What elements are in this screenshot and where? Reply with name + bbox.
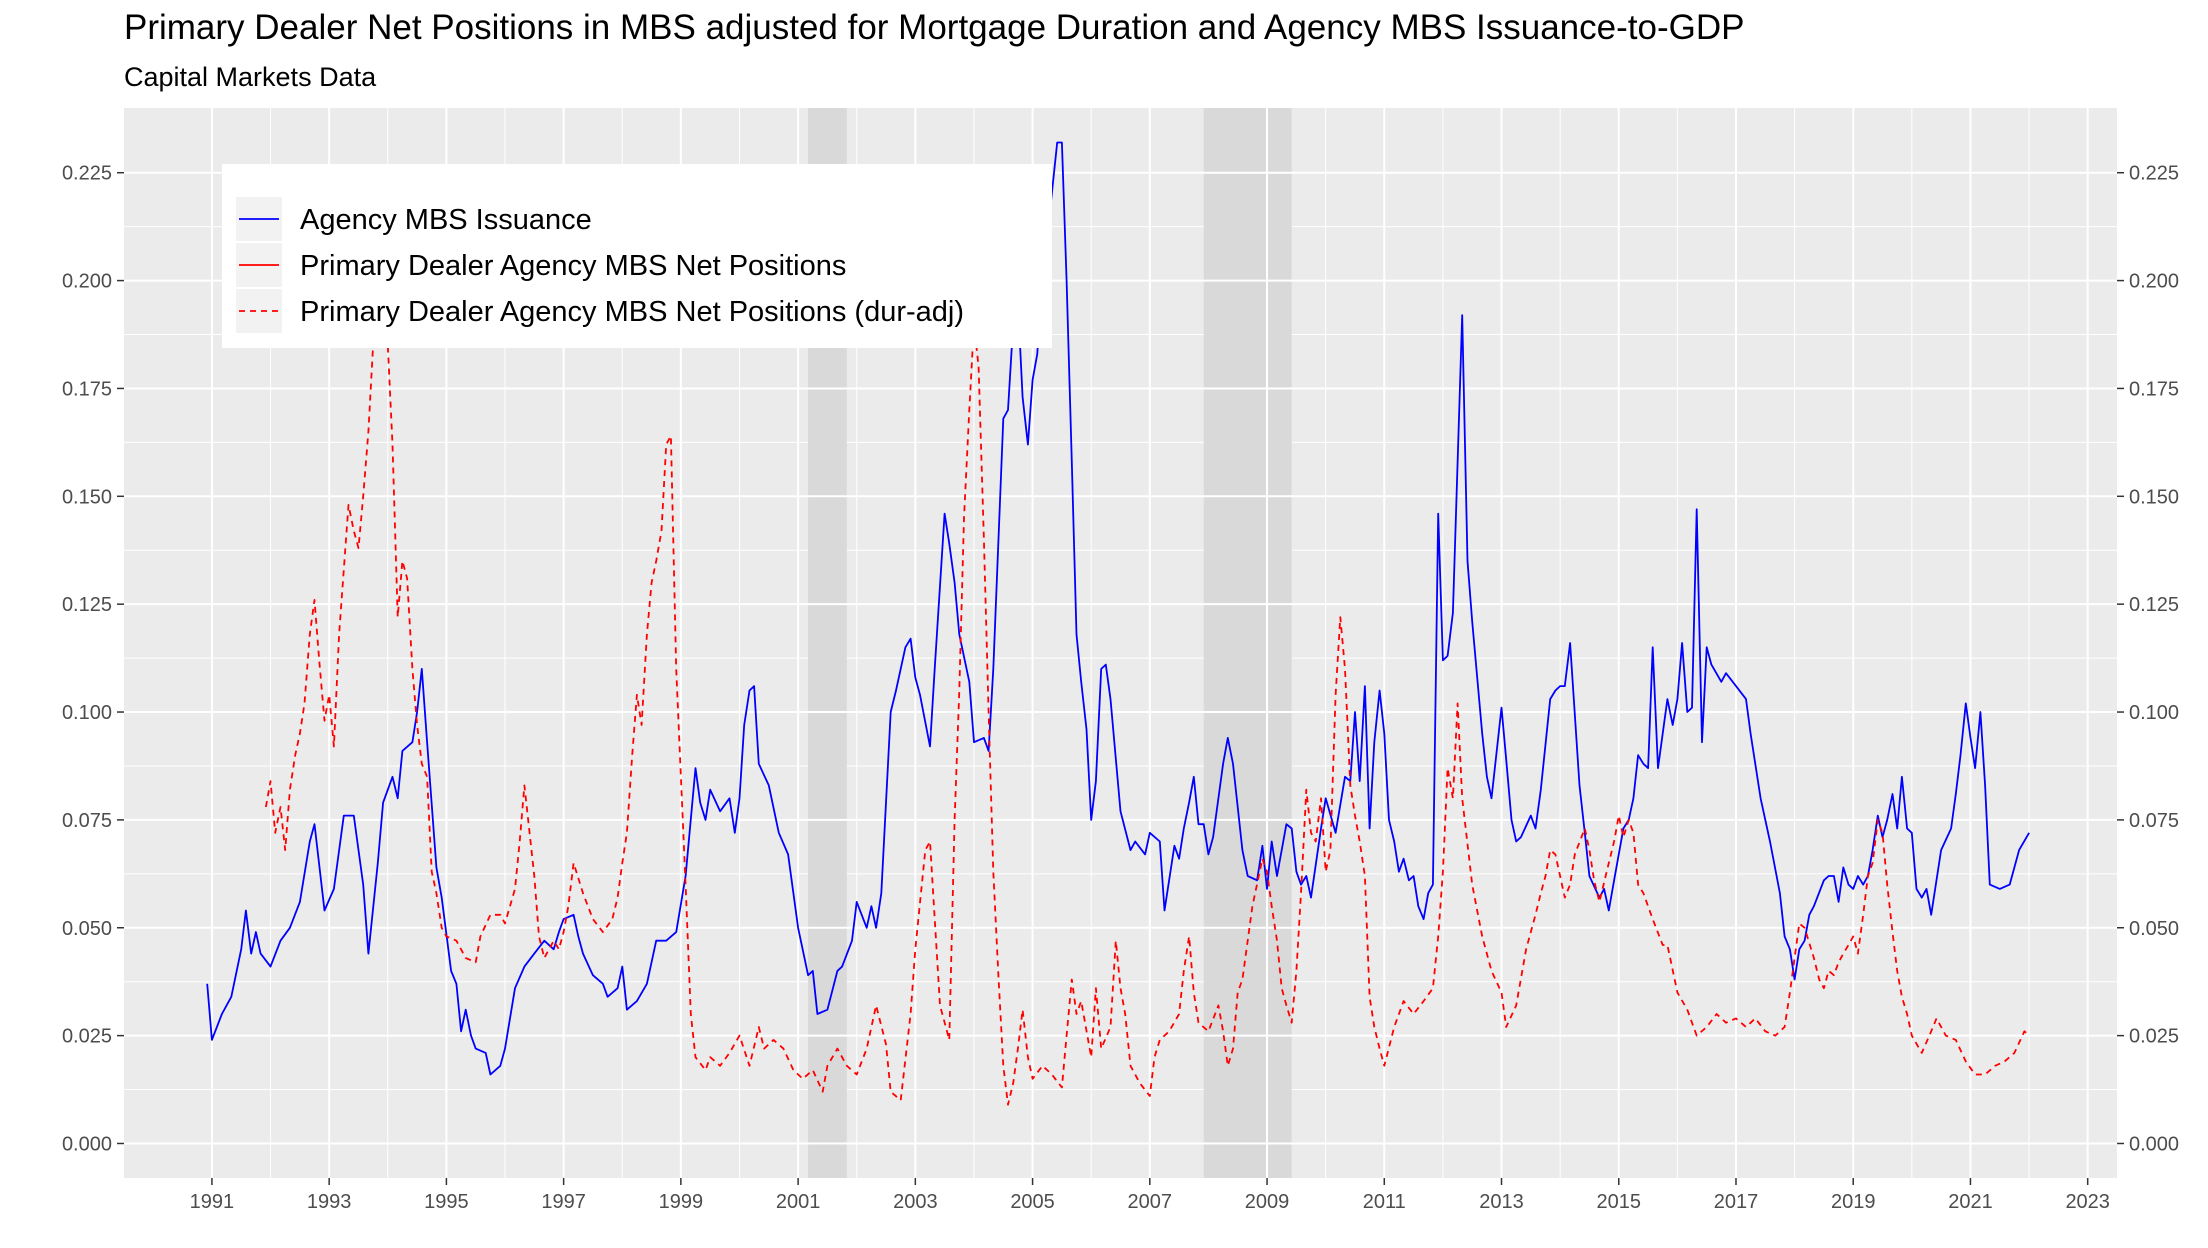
y-tick-label-right: 0.200 — [2129, 271, 2179, 293]
x-tick-label: 2001 — [776, 1191, 821, 1213]
x-tick-label: 1993 — [307, 1191, 352, 1213]
y-tick-label: 0.150 — [62, 486, 112, 508]
x-tick-label: 2011 — [1363, 1191, 1406, 1213]
recession-band — [1203, 108, 1292, 1178]
y-tick-label-right: 0.075 — [2129, 810, 2179, 832]
y-tick-label: 0.175 — [62, 378, 112, 400]
legend-label: Agency MBS Issuance — [300, 204, 592, 236]
x-tick-label: 2021 — [1948, 1191, 1993, 1213]
x-tick-label: 1991 — [190, 1191, 235, 1213]
y-tick-label-right: 0.125 — [2129, 594, 2179, 616]
x-tick-label: 1995 — [424, 1191, 469, 1213]
legend-label: Primary Dealer Agency MBS Net Positions — [300, 250, 846, 282]
legend-box — [222, 164, 1052, 348]
y-tick-label-right: 0.150 — [2129, 486, 2179, 508]
x-tick-label: 2005 — [1010, 1191, 1055, 1213]
y-tick-label: 0.100 — [62, 702, 112, 724]
chart-title: Primary Dealer Net Positions in MBS adju… — [124, 8, 1745, 47]
x-tick-label: 2017 — [1714, 1191, 1759, 1213]
major-gridlines — [124, 108, 2117, 1178]
y-tick-label: 0.050 — [62, 918, 112, 940]
x-tick-label: 2019 — [1831, 1191, 1876, 1213]
y-tick-label-right: 0.100 — [2129, 702, 2179, 724]
left-y-axis: 0.000 0.025 0.050 0.075 0.100 0.125 0.150 0.175… — [62, 163, 124, 1155]
legend-label: Primary Dealer Agency MBS Net Positions … — [300, 296, 964, 328]
series-line — [265, 279, 2030, 1106]
legend: Agency MBS Issuance Primary Dealer Agency… — [222, 164, 1052, 348]
series-line — [206, 141, 2030, 1076]
y-tick-label-right: 0.000 — [2129, 1133, 2179, 1155]
chart-subtitle: Capital Markets Data — [124, 62, 377, 92]
y-tick-label: 0.200 — [62, 271, 112, 293]
y-tick-label: 0.225 — [62, 163, 112, 185]
y-tick-label: 0.075 — [62, 810, 112, 832]
x-tick-label: 2007 — [1128, 1191, 1173, 1213]
x-tick-label: 2009 — [1245, 1191, 1290, 1213]
x-tick-label: 2015 — [1597, 1191, 1642, 1213]
y-tick-label: 0.125 — [62, 594, 112, 616]
recession-bands — [808, 108, 1292, 1178]
right-y-axis: 0.000 0.025 0.050 0.075 0.100 0.125 0.150 0.175… — [2117, 163, 2179, 1155]
y-tick-label-right: 0.225 — [2129, 163, 2179, 185]
y-tick-label: 0.025 — [62, 1026, 112, 1048]
y-tick-label-right: 0.050 — [2129, 918, 2179, 940]
x-tick-label: 1997 — [541, 1191, 586, 1213]
x-axis: 1991 1993 1995 1997 1999 2001 2003 2005 2007 2009… — [190, 1178, 2110, 1213]
x-tick-label: 2023 — [2065, 1191, 2110, 1213]
x-tick-label: 2013 — [1479, 1191, 1524, 1213]
y-tick-label-right: 0.175 — [2129, 378, 2179, 400]
x-tick-label: 1999 — [659, 1191, 704, 1213]
y-tick-label-right: 0.025 — [2129, 1026, 2179, 1048]
x-tick-label: 2003 — [893, 1191, 938, 1213]
y-tick-label: 0.000 — [62, 1133, 112, 1155]
series-layer — [206, 141, 2030, 1106]
